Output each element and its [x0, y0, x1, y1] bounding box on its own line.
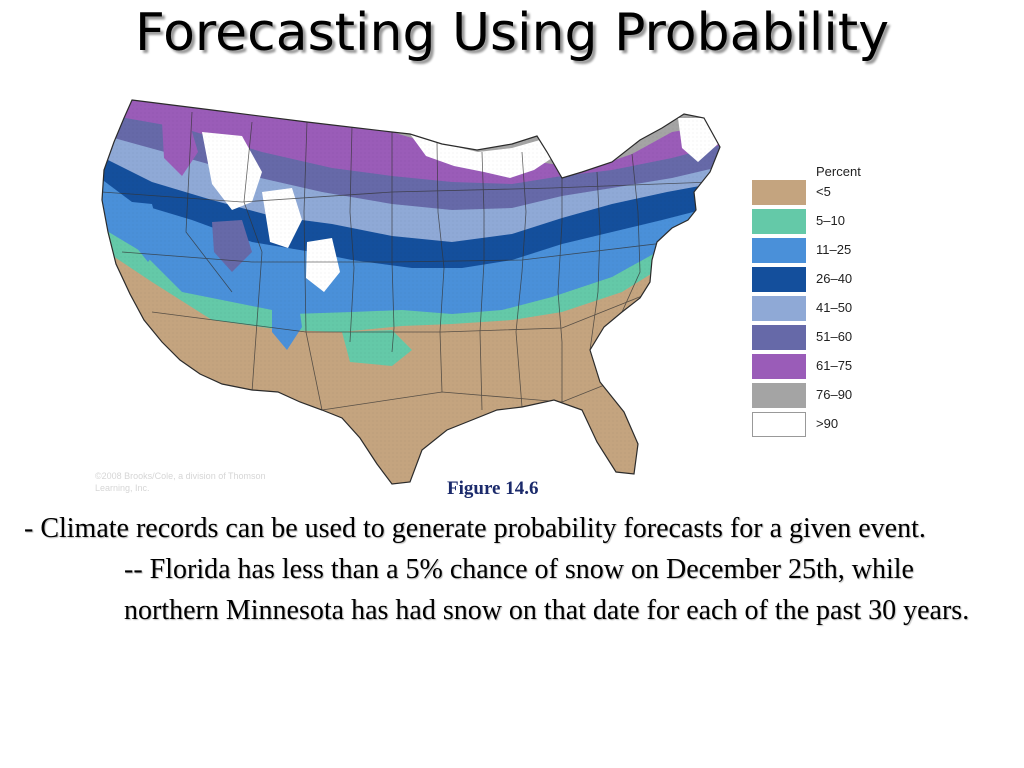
legend-label: 5–10 [816, 213, 845, 228]
legend-swatch [752, 267, 806, 292]
legend-title: Percent [816, 164, 861, 179]
legend-label: <5 [816, 184, 831, 199]
legend-item-51-60: 51–60 [752, 323, 862, 350]
legend-swatch [752, 354, 806, 379]
legend-swatch [752, 325, 806, 350]
copyright-credit: ©2008 Brooks/Cole, a division of Thomson… [95, 471, 266, 493]
sub-bullet-text: -- Florida has less than a 5% chance of … [124, 554, 970, 626]
legend-label: 51–60 [816, 329, 853, 344]
bullet-text: - Climate records can be used to generat… [24, 513, 926, 544]
legend-item-gt90: >90 [752, 410, 862, 437]
map-legend: Percent <5 5–10 11–25 26–40 41–50 51–60 … [752, 160, 862, 450]
legend-item-26-40: 26–40 [752, 265, 862, 292]
legend-item-76-90: 76–90 [752, 381, 862, 408]
legend-label: 61–75 [816, 358, 853, 373]
legend-swatch [752, 238, 806, 263]
legend-item-11-25: 11–25 [752, 236, 862, 263]
us-snow-probability-map [92, 92, 732, 492]
legend-swatch [752, 296, 806, 321]
legend-swatch [752, 412, 806, 437]
legend-label: 41–50 [816, 300, 853, 315]
slide-body: - Climate records can be used to generat… [24, 508, 1014, 631]
legend-label: 26–40 [816, 271, 853, 286]
figure-caption: Figure 14.6 [447, 478, 539, 499]
slide-title: Forecasting Using Probability [135, 3, 889, 63]
legend-item-5-10: 5–10 [752, 207, 862, 234]
legend-swatch [752, 180, 806, 205]
legend-label: >90 [816, 416, 839, 431]
legend-item-61-75: 61–75 [752, 352, 862, 379]
legend-swatch [752, 209, 806, 234]
legend-swatch [752, 383, 806, 408]
legend-item-41-50: 41–50 [752, 294, 862, 321]
legend-item-lt5: <5 [752, 178, 862, 205]
legend-label: 76–90 [816, 387, 853, 402]
legend-label: 11–25 [816, 242, 852, 257]
